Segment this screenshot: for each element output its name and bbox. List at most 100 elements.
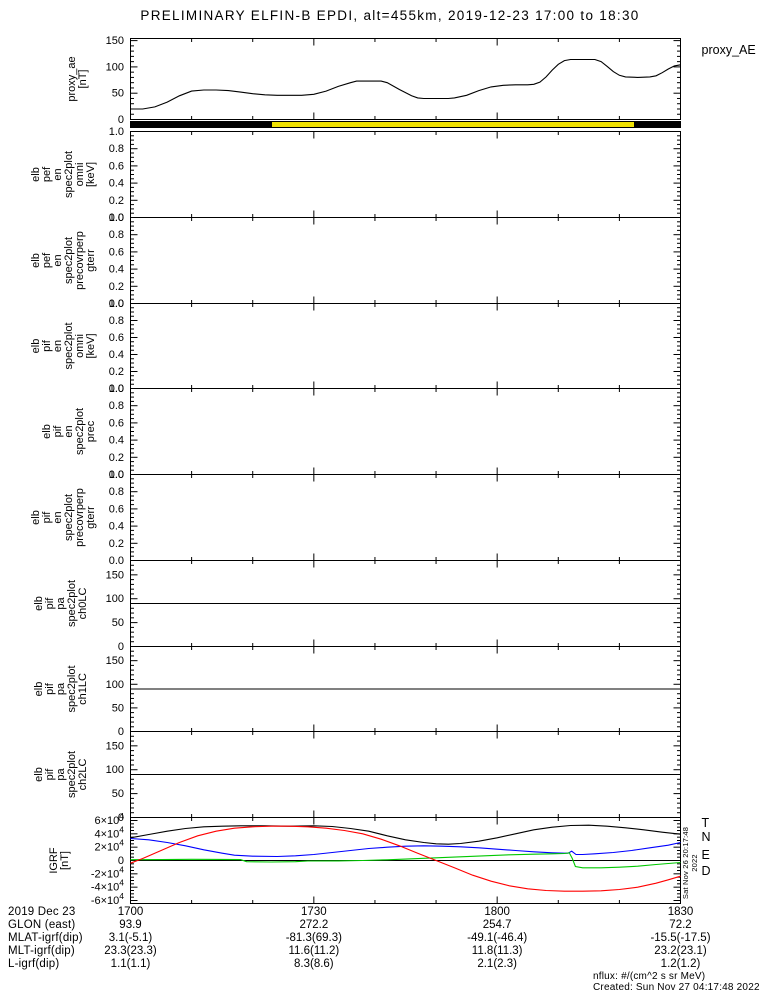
ylabel-line: elb — [30, 339, 42, 354]
panel-elb_pif_en_spec2plot_omni: 0.0 0.2 0.4 0.6 0.8 1.0 elb pif en spec2plot omni[… — [30, 298, 681, 395]
y-tick-label: 0 — [118, 114, 124, 126]
x-tick-label: 1800 — [484, 906, 510, 918]
y-tick-label: 0 — [118, 641, 124, 653]
panel-ylabel-elb_pif_pa_spec2plot_ch0LC: elb pif pa spec2plot ch0LC — [33, 580, 89, 627]
y-tick-label: 0.4 — [109, 349, 124, 361]
right-label-proxy_AE: proxy_AE — [702, 43, 756, 57]
y-tick-label: 0.6 — [109, 417, 124, 429]
right-label-N: N — [702, 830, 711, 844]
ylabel-line: ch0LC — [77, 588, 89, 620]
panel-ylabel-IGRF: IGRF [nT] — [48, 847, 71, 874]
y-tick-label: 0.0 — [109, 469, 124, 481]
ylabel-line: gterr — [85, 506, 97, 529]
ylabel-line: spec2plot — [63, 151, 75, 198]
series-D — [130, 825, 681, 892]
y-tick-label: 0.2 — [109, 195, 124, 207]
y-tick-label: 0.2 — [109, 452, 124, 464]
footer-row-label: GLON (east) — [8, 919, 76, 931]
ylabel-line: spec2plot — [66, 665, 78, 712]
y-tick-label: 0.8 — [109, 400, 124, 412]
x-tick-label: 1700 — [117, 906, 144, 918]
footer-value: 2.1(2.3) — [477, 958, 517, 970]
y-tick-label: 0.0 — [109, 383, 124, 395]
y-tick-labels: 0 50 100 150 — [106, 35, 124, 126]
footer-value: -49.1(-46.4) — [467, 932, 528, 944]
y-tick-labels: 0 50 100 150 — [106, 569, 124, 653]
ylabel-line: elb — [41, 424, 53, 439]
y-tick-label: 6×104 — [94, 811, 124, 827]
ylabel-line: pif — [41, 511, 53, 524]
y-tick-label: 1.0 — [109, 383, 124, 395]
science-zone-segment — [634, 122, 680, 127]
right-label-E: E — [702, 848, 710, 862]
ylabel-line: pef — [41, 166, 53, 182]
panel-elb_pif_pa_spec2plot_ch2LC: 0 50 100 150 elb pif pa spec2plot ch2LC — [33, 731, 681, 824]
panel-ylabel-elb_pif_pa_spec2plot_ch2LC: elb pif pa spec2plot ch2LC — [33, 751, 89, 798]
right-label-D: D — [702, 864, 711, 878]
y-tick-label: 150 — [106, 569, 124, 581]
y-tick-label: -4×104 — [91, 878, 124, 894]
ylabel-line: IGRF — [48, 847, 60, 874]
y-tick-label: 0.4 — [109, 435, 124, 447]
footer-value: 23.2(23.1) — [654, 945, 707, 957]
y-tick-label: 0.2 — [109, 538, 124, 550]
right-label-T: T — [702, 816, 710, 830]
ylabel-line: elb — [30, 167, 42, 182]
footer-value: 23.3(23.3) — [104, 945, 157, 957]
y-tick-label: 4×104 — [94, 824, 124, 840]
y-tick-label: -2×104 — [91, 864, 124, 880]
ylabel-line: [keV] — [85, 333, 97, 358]
ylabel-line: proxy_ae — [66, 56, 78, 101]
panel-ylabel-elb_pif_pa_spec2plot_ch1LC: elb pif pa spec2plot ch1LC — [33, 665, 89, 712]
panel-ylabel-proxy_ae: proxy_ae [nT] — [66, 56, 89, 101]
footer-value: 254.7 — [482, 919, 512, 931]
y-tick-label: 50 — [112, 702, 124, 714]
y-tick-label: 0.6 — [109, 160, 124, 172]
y-tick-label: -6×104 — [91, 891, 124, 907]
science-zone-segment — [271, 122, 635, 127]
footer-value: -15.5(-17.5) — [650, 932, 711, 944]
ylabel-line: [keV] — [85, 162, 97, 187]
y-tick-labels: 0.0 0.2 0.4 0.6 0.8 1.0 — [109, 212, 124, 310]
y-tick-label: 0.8 — [109, 229, 124, 241]
ylabel-line: prec — [85, 420, 97, 442]
footer-value: -81.3(69.3) — [285, 932, 342, 944]
ylabel-line: pa — [55, 597, 67, 610]
ylabel-line: en — [52, 254, 64, 266]
plot-border — [130, 131, 681, 218]
tick-marks — [130, 216, 681, 304]
footer-value: 72.2 — [669, 919, 692, 931]
panel-ylabel-elb_pif_en_spec2plot_omni: elb pif en spec2plot omni [keV] — [30, 322, 97, 369]
plot-border — [130, 38, 681, 120]
y-tick-labels: 0.0 0.2 0.4 0.6 0.8 1.0 — [109, 383, 124, 481]
ylabel-line: elb — [33, 767, 45, 782]
ylabel-line: pef — [41, 252, 53, 268]
y-tick-label: 1.0 — [109, 126, 124, 138]
ylabel-line: en — [52, 511, 64, 523]
y-tick-label: 0.2 — [109, 281, 124, 293]
y-tick-label: 0.0 — [109, 555, 124, 567]
y-tick-label: 0.6 — [109, 503, 124, 515]
figure-title: PRELIMINARY ELFIN-B EPDI, alt=455km, 201… — [140, 8, 640, 23]
y-tick-label: 1.0 — [109, 212, 124, 224]
panel-ylabel-elb_pif_en_spec2plot_prec: elb pif en spec2plot prec — [41, 408, 97, 455]
ylabel-line: elb — [30, 253, 42, 268]
panel-ylabel-elb_pef_en_spec2plot_precovrperp_gterr: elb pef en spec2plot precovrperp gterr — [30, 231, 97, 290]
y-tick-label: 0.8 — [109, 486, 124, 498]
created-timestamp: Created: Sun Nov 27 04:17:48 2022 — [593, 982, 760, 993]
ylabel-line: spec2plot — [63, 237, 75, 284]
tick-marks — [130, 473, 681, 561]
science-zone-segment — [130, 122, 272, 127]
ylabel-line: pif — [44, 768, 56, 781]
y-tick-label: 0.6 — [109, 332, 124, 344]
footer-value: 1.1(1.1) — [110, 958, 151, 970]
y-tick-label: 0 — [118, 855, 124, 867]
y-tick-label: 0.4 — [109, 264, 124, 276]
ylabel-line: en — [63, 425, 75, 437]
y-tick-label: 0.8 — [109, 143, 124, 155]
ylabel-line: precovrperp — [74, 231, 86, 290]
y-tick-labels: 0.0 0.2 0.4 0.6 0.8 1.0 — [109, 469, 124, 567]
panel-elb_pif_pa_spec2plot_ch1LC: 0 50 100 150 elb pif pa spec2plot ch1LC — [33, 646, 681, 738]
